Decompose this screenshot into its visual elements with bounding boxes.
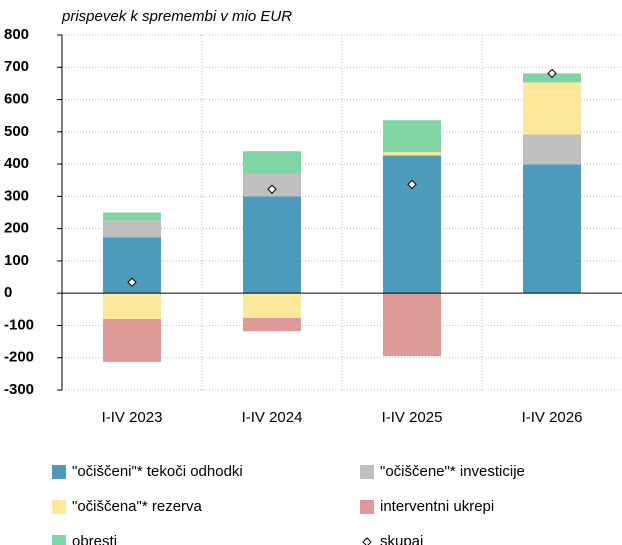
bar-segment [383,152,441,156]
x-tick-label: I-IV 2026 [522,409,583,426]
y-tick-label: 300 [4,187,29,204]
total-marker [267,184,277,194]
y-tick-label: 700 [4,58,29,75]
legend-label: "očiščeni"* tekoči odhodki [72,463,243,480]
legend-swatch [52,465,66,479]
bar-segment [103,293,161,319]
x-tick-label: I-IV 2025 [382,409,443,426]
bar-segment [243,318,301,332]
bar-segment [523,164,581,294]
x-tick-label: I-IV 2023 [102,409,163,426]
y-tick-label: 600 [4,91,29,108]
total-marker [547,68,557,79]
legend-marker [362,537,372,545]
bar-segment [383,293,441,357]
bar-segment [243,293,301,319]
bar-segment [243,196,301,294]
bar-segment [103,212,161,221]
legend-label: interventni ukrepi [380,498,494,515]
y-tick-label: 200 [4,220,29,237]
x-tick-label: I-IV 2024 [242,409,303,426]
total-marker [407,179,417,190]
bar-segment [103,220,161,238]
y-tick-label: -200 [4,349,34,366]
y-tick-label: 400 [4,155,29,172]
legend-swatch [360,500,374,514]
y-tick-label: -100 [4,316,34,333]
bar-segment [243,151,301,174]
legend-swatch [360,465,374,479]
chart-title: prispevek k spremembi v mio EUR [61,8,292,25]
bar-segment [383,155,441,294]
bar-segment [523,82,581,135]
y-tick-label: 0 [4,284,12,301]
y-tick-label: 100 [4,252,29,269]
legend-label: "očiščene"* investicije [380,463,525,480]
y-tick-label: 800 [4,26,29,43]
y-tick-label: 500 [4,123,29,140]
y-tick-label: -300 [4,381,34,398]
legend-swatch [52,535,66,545]
legend-label: "očiščena"* rezerva [72,498,203,515]
legend-label: skupaj [380,533,423,545]
bar-segment [103,319,161,362]
bar-segment [383,120,441,153]
legend-swatch [52,500,66,514]
total-marker [127,277,137,287]
bar-segment [523,134,581,165]
legend-label: obresti [72,533,117,545]
